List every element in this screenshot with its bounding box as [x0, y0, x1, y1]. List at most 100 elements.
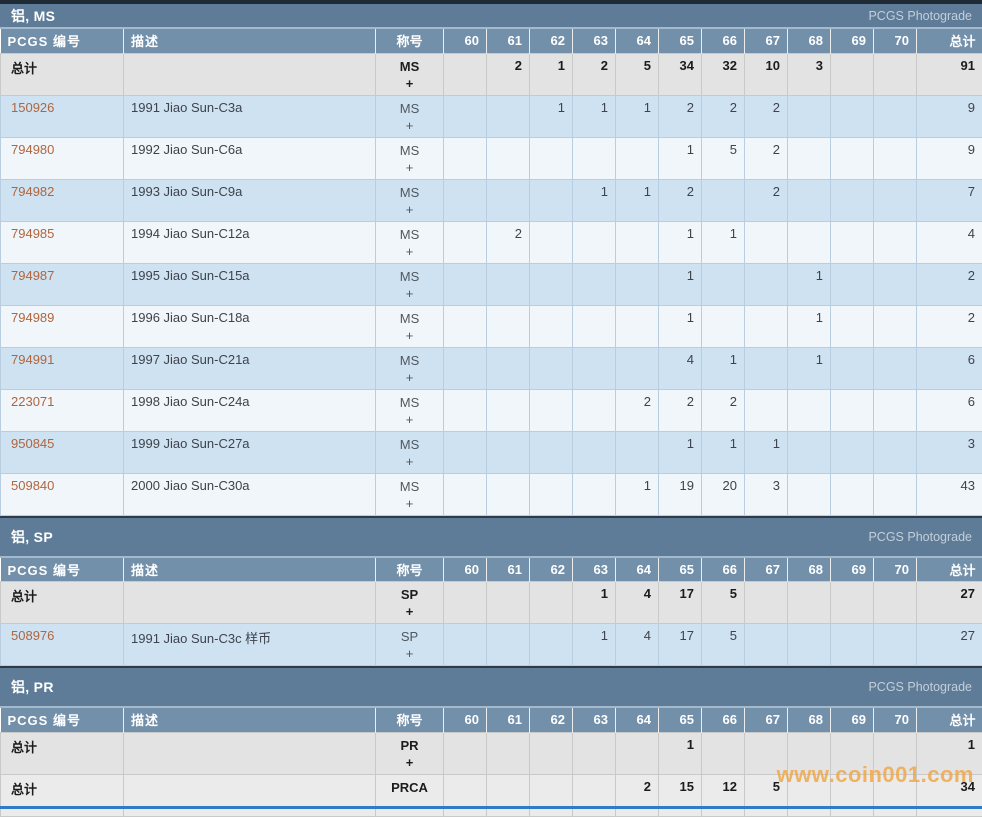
total-cell: 2 — [917, 305, 982, 347]
pcgs-number-cell: 508976 — [1, 624, 124, 666]
total-row-label: 总计 — [11, 61, 37, 76]
designation-cell: MS+ — [376, 473, 444, 515]
description-cell: 1999 Jiao Sun-C27a — [124, 431, 376, 473]
column-header-grade-62: 62 — [530, 29, 573, 53]
grade-cell-63: 1 — [573, 95, 616, 137]
photograde-label: PCGS Photograde — [868, 9, 972, 23]
grade-cell-66: 5 — [702, 582, 745, 624]
total-cell: 27 — [917, 624, 982, 666]
total-cell: 2 — [917, 263, 982, 305]
designation-plus: + — [383, 411, 436, 428]
column-header-grade-62: 62 — [530, 708, 573, 732]
column-header-total: 总计 — [917, 708, 982, 732]
pcgs-number-link[interactable]: 794980 — [11, 142, 54, 157]
pcgs-number-link[interactable]: 509840 — [11, 478, 54, 493]
total-row-label: 总计 — [11, 589, 37, 604]
grade-cell-62 — [530, 389, 573, 431]
grade-cell-70 — [874, 137, 917, 179]
grade-cell-64: 1 — [616, 95, 659, 137]
column-header-designation: 称号 — [376, 558, 444, 582]
total-cell: 43 — [917, 473, 982, 515]
pcgs-number-link[interactable]: 794987 — [11, 268, 54, 283]
pcgs-number-link[interactable]: 794985 — [11, 226, 54, 241]
pcgs-number-link[interactable]: 794991 — [11, 352, 54, 367]
total-cell: 9 — [917, 95, 982, 137]
designation-label: MS — [383, 478, 436, 495]
grade-cell-63 — [573, 774, 616, 816]
designation-cell: PRCA — [376, 774, 444, 816]
pcgs-number-link[interactable]: 794989 — [11, 310, 54, 325]
description-cell: 1991 Jiao Sun-C3c 样币 — [124, 624, 376, 666]
grade-cell-69 — [831, 221, 874, 263]
photograde-label: PCGS Photograde — [868, 530, 972, 544]
pcgs-number-link[interactable]: 150926 — [11, 100, 54, 115]
column-header-description: 描述 — [124, 708, 376, 732]
description-cell: 1996 Jiao Sun-C18a — [124, 305, 376, 347]
column-header-grade-70: 70 — [874, 708, 917, 732]
grade-cell-69 — [831, 624, 874, 666]
grade-cell-65: 17 — [659, 624, 702, 666]
designation-label: MS — [383, 268, 436, 285]
grade-cell-68 — [788, 221, 831, 263]
column-header-grade-61: 61 — [487, 29, 530, 53]
grade-cell-63 — [573, 389, 616, 431]
grade-cell-69 — [831, 389, 874, 431]
grade-cell-65: 2 — [659, 95, 702, 137]
description-cell — [124, 582, 376, 624]
designation-cell: MS+ — [376, 179, 444, 221]
grade-cell-63: 2 — [573, 53, 616, 95]
grade-cell-60 — [444, 732, 487, 774]
grade-cell-68 — [788, 431, 831, 473]
grade-cell-60 — [444, 624, 487, 666]
pcgs-number-cell: 794987 — [1, 263, 124, 305]
grade-cell-62 — [530, 431, 573, 473]
pcgs-number-cell: 794989 — [1, 305, 124, 347]
column-header-grade-69: 69 — [831, 708, 874, 732]
column-header-grade-69: 69 — [831, 558, 874, 582]
section-title: 铝, PR — [11, 677, 54, 697]
grade-cell-60 — [444, 53, 487, 95]
designation-plus: + — [383, 603, 436, 620]
grade-cell-67: 2 — [745, 179, 788, 221]
grade-cell-69 — [831, 732, 874, 774]
grade-cell-64 — [616, 347, 659, 389]
description-cell: 1992 Jiao Sun-C6a — [124, 137, 376, 179]
designation-plus: + — [383, 159, 436, 176]
grade-cell-63 — [573, 221, 616, 263]
grade-cell-63: 1 — [573, 582, 616, 624]
column-header-grade-64: 64 — [616, 558, 659, 582]
total-cell: 6 — [917, 347, 982, 389]
grade-cell-69 — [831, 305, 874, 347]
pcgs-number-cell: 794980 — [1, 137, 124, 179]
grade-cell-61 — [487, 624, 530, 666]
pcgs-number-cell: 794985 — [1, 221, 124, 263]
pcgs-number-link[interactable]: 794982 — [11, 184, 54, 199]
total-cell: 4 — [917, 221, 982, 263]
pcgs-number-link[interactable]: 508976 — [11, 628, 54, 643]
grade-cell-61 — [487, 473, 530, 515]
pcgs-number-link[interactable]: 950845 — [11, 436, 54, 451]
grade-cell-68 — [788, 95, 831, 137]
designation-cell: PR+ — [376, 732, 444, 774]
designation-label: PRCA — [383, 779, 436, 796]
grade-cell-63 — [573, 263, 616, 305]
pcgs-number-link[interactable]: 223071 — [11, 394, 54, 409]
column-header-grade-70: 70 — [874, 29, 917, 53]
grade-cell-64: 2 — [616, 389, 659, 431]
designation-plus: + — [383, 201, 436, 218]
column-header-grade-61: 61 — [487, 558, 530, 582]
grade-cell-70 — [874, 305, 917, 347]
grade-cell-66 — [702, 305, 745, 347]
grade-cell-65: 2 — [659, 179, 702, 221]
grade-cell-60 — [444, 431, 487, 473]
grade-cell-64 — [616, 137, 659, 179]
pcgs-number-cell: 总计 — [1, 582, 124, 624]
column-header-grade-60: 60 — [444, 558, 487, 582]
grade-cell-65: 1 — [659, 305, 702, 347]
